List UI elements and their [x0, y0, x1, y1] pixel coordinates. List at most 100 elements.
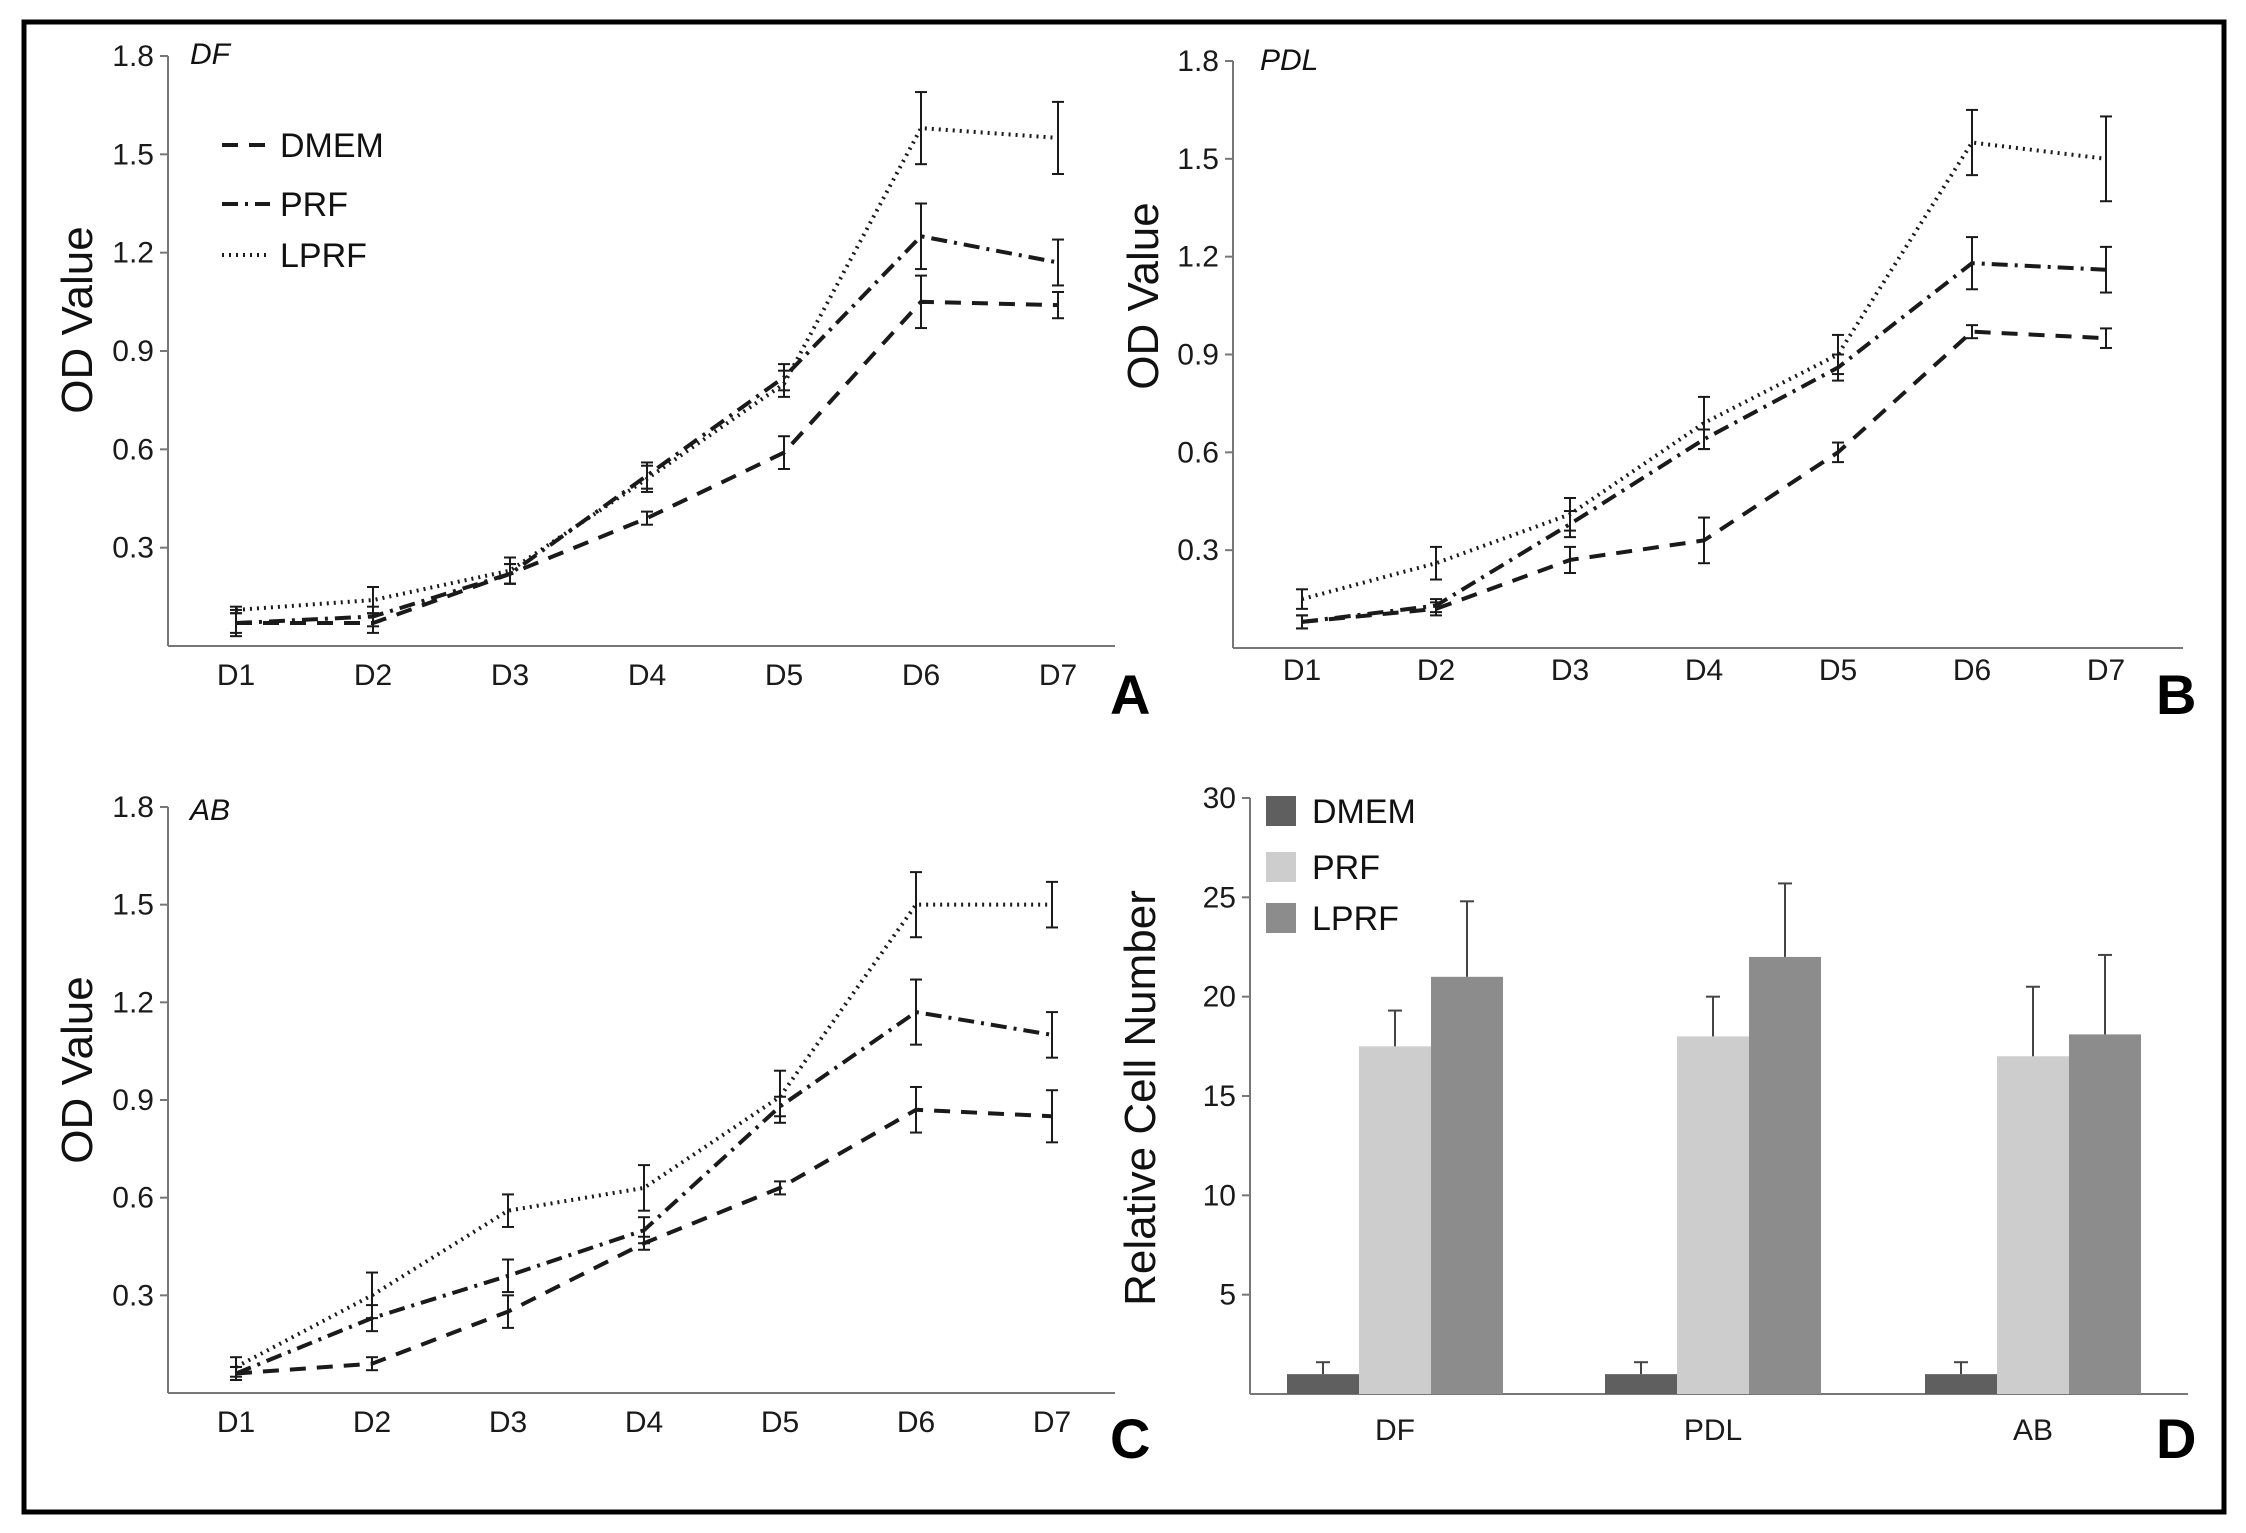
pa-x-tick-label: D3 — [491, 659, 529, 692]
pc-y-tick-label: 1.8 — [112, 791, 154, 824]
pc-x-tick-label: D2 — [353, 1406, 391, 1439]
pd-bar-df-prf — [1359, 1046, 1431, 1394]
legend-d: DMEM PRF LPRF — [1266, 793, 1416, 938]
pd-y-tick-label: 25 — [1203, 881, 1236, 914]
pc-y-tick-label: 0.6 — [112, 1182, 154, 1215]
legend-d-prf-swatch — [1266, 852, 1296, 882]
panel-b-y-axis-label: OD Value — [1119, 202, 1168, 390]
pb-y-tick-label: 1.8 — [1177, 45, 1219, 78]
legend-d-dmem-label: DMEM — [1312, 793, 1416, 831]
pb-x-tick-label: D2 — [1417, 654, 1455, 687]
pd-bar-df-lprf — [1431, 976, 1503, 1394]
pb-x-tick-label: D3 — [1551, 654, 1589, 687]
pc-x-tick-label: D3 — [489, 1406, 527, 1439]
pc-prf-error-bar — [638, 1216, 650, 1245]
pb-lprf-error-bar — [1430, 545, 1442, 581]
pb-y-tick-label: 1.5 — [1177, 143, 1219, 176]
panel-d-y-axis-label: Relative Cell Number — [1116, 890, 1165, 1306]
pc-y-tick-label: 1.2 — [112, 986, 154, 1019]
pb-dmem-error-bar — [1564, 545, 1576, 574]
pb-prf-error-bar — [1430, 598, 1442, 614]
pd-error-bar-ab-lprf — [2098, 953, 2112, 1035]
pd-error-bar-pdl-prf — [1706, 995, 1720, 1037]
pc-x-tick-label: D5 — [761, 1406, 799, 1439]
legend-a: DMEM PRF LPRF — [222, 127, 384, 275]
pd-error-bar-ab-dmem — [1954, 1361, 1968, 1375]
panel-b: PDL OD Value B 0.3 0.6 0.9 1.2 1.5 1.8 D1 D2 D3 D… — [1119, 44, 2196, 726]
pc-prf-error-bar — [910, 978, 922, 1046]
panel-c: AB OD Value C 0.3 0.6 0.9 1.2 1.5 1.8 D1 D2 D3 D4… — [53, 791, 1150, 1470]
pc-y-tick-label: 0.9 — [112, 1084, 154, 1117]
pb-x-tick-label: D4 — [1685, 654, 1723, 687]
pa-prf-line — [235, 234, 1059, 626]
panel-d: Relative Cell Number D DMEM PRF LPRF 5 10… — [1116, 782, 2196, 1470]
pa-y-tick-label: 1.8 — [112, 40, 154, 73]
panel-d-label: D — [2156, 1407, 2196, 1470]
pb-dmem-error-bar — [1966, 324, 1978, 340]
pd-error-bar-df-lprf — [1460, 900, 1474, 977]
pc-lprf-error-bar — [638, 1164, 650, 1212]
pc-dmem-error-bar — [1046, 1089, 1058, 1144]
pa-x-tick-label: D1 — [217, 659, 255, 692]
pc-x-tick-label: D6 — [897, 1406, 935, 1439]
legend-d-dmem-swatch — [1266, 796, 1296, 826]
pd-bar-ab-lprf — [2069, 1034, 2141, 1394]
pb-lprf-error-bar — [1966, 108, 1978, 177]
pd-bar-ab-dmem — [1925, 1374, 1997, 1394]
pc-lprf-error-bar — [230, 1356, 242, 1378]
figure-border — [21, 19, 2227, 1515]
pa-y-tick-label: 0.3 — [112, 532, 154, 565]
pb-prf-error-bar — [2100, 245, 2112, 294]
legend-d-lprf-label: LPRF — [1312, 900, 1399, 938]
legend-d-prf-label: PRF — [1312, 849, 1380, 887]
pa-lprf-line — [235, 126, 1059, 612]
panel-b-label: B — [2156, 663, 2196, 726]
pc-lprf-error-bar — [1046, 880, 1058, 929]
panel-b-title: PDL — [1260, 44, 1318, 77]
pc-y-tick-label: 1.5 — [112, 889, 154, 922]
pd-error-bar-ab-prf — [2026, 985, 2040, 1057]
pa-x-tick-label: D2 — [354, 659, 392, 692]
pb-lprf-error-bar — [1832, 333, 1844, 376]
pd-error-bar-pdl-lprf — [1778, 882, 1792, 957]
pd-x-tick-label: PDL — [1684, 1414, 1742, 1447]
pb-y-tick-label: 0.9 — [1177, 339, 1219, 372]
panel-c-y-axis-label: OD Value — [53, 976, 102, 1164]
panel-a: DF OD Value A DMEM PRF LPRF 0.3 0.6 0.9 1.2… — [53, 38, 1150, 726]
pc-lprf-error-bar — [774, 1069, 786, 1124]
pd-bar-pdl-dmem — [1605, 1374, 1677, 1394]
pa-lprf-error-bar — [778, 369, 790, 398]
pd-bar-pdl-lprf — [1749, 956, 1821, 1394]
pb-x-tick-label: D5 — [1819, 654, 1857, 687]
pb-dmem-error-bar — [1698, 516, 1710, 565]
pa-y-tick-label: 0.9 — [112, 335, 154, 368]
pd-y-tick-label: 20 — [1203, 981, 1236, 1014]
pb-dmem-error-bar — [1832, 441, 1844, 464]
pa-lprf-error-bar — [1052, 100, 1064, 175]
pd-bar-df-dmem — [1287, 1374, 1359, 1394]
pa-lprf-error-bar — [641, 464, 653, 493]
pa-lprf-error-bar — [367, 586, 379, 615]
pa-prf-error-bar — [1052, 238, 1064, 287]
pd-y-tick-label: 15 — [1203, 1080, 1236, 1113]
pd-y-tick-label: 30 — [1203, 782, 1236, 815]
pc-dmem-error-bar — [774, 1180, 786, 1196]
pa-dmem-error-bar — [915, 274, 927, 330]
pb-lprf-error-bar — [1564, 496, 1576, 532]
pa-lprf-error-bar — [915, 91, 927, 166]
pa-x-tick-label: D5 — [765, 659, 803, 692]
panel-a-title: DF — [190, 38, 232, 71]
pa-lprf-error-bar — [230, 605, 242, 615]
pa-lprf-error-bar — [504, 556, 516, 585]
pb-x-tick-label: D1 — [1283, 654, 1321, 687]
pc-lprf-error-bar — [366, 1271, 378, 1320]
pd-x-tick-label: DF — [1375, 1414, 1415, 1447]
pb-lprf-error-bar — [1698, 395, 1710, 451]
pa-x-tick-label: D4 — [628, 659, 666, 692]
pa-y-tick-label: 0.6 — [112, 433, 154, 466]
panel-c-label: C — [1110, 1407, 1150, 1470]
pd-y-tick-label: 5 — [1219, 1279, 1236, 1312]
pb-x-tick-label: D7 — [2087, 654, 2125, 687]
pa-dmem-error-bar — [641, 510, 653, 526]
